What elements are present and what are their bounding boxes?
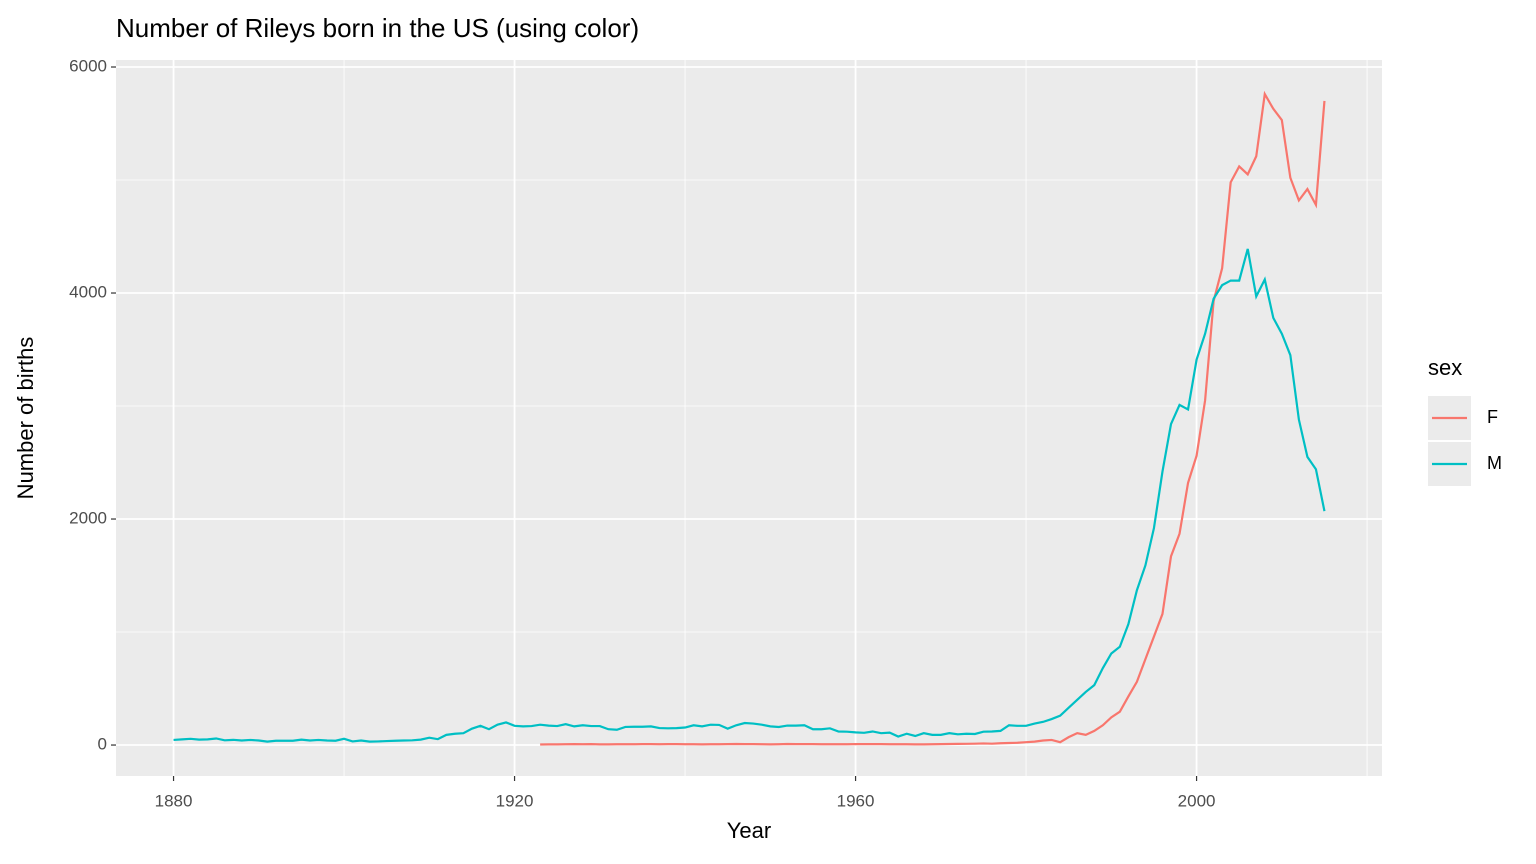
x-axis-title: Year: [727, 818, 771, 843]
y-tick-label: 4000: [69, 283, 107, 302]
legend-title: sex: [1428, 355, 1462, 380]
x-tick-label: 1920: [496, 791, 534, 810]
panel: [116, 60, 1382, 776]
x-tick-label: 1960: [837, 791, 875, 810]
legend-label: M: [1487, 453, 1502, 473]
series-line: [540, 90, 1326, 746]
y-axis-title: Number of births: [13, 337, 38, 500]
y-tick-label: 2000: [69, 509, 107, 528]
legend-label: F: [1487, 407, 1498, 427]
chart-title: Number of Rileys born in the US (using c…: [116, 13, 639, 43]
y-tick-label: 6000: [69, 56, 107, 75]
x-tick-label: 2000: [1178, 791, 1216, 810]
x-tick-label: 1880: [155, 791, 193, 810]
series-line: [173, 248, 1326, 743]
y-tick-label: 0: [98, 735, 107, 754]
